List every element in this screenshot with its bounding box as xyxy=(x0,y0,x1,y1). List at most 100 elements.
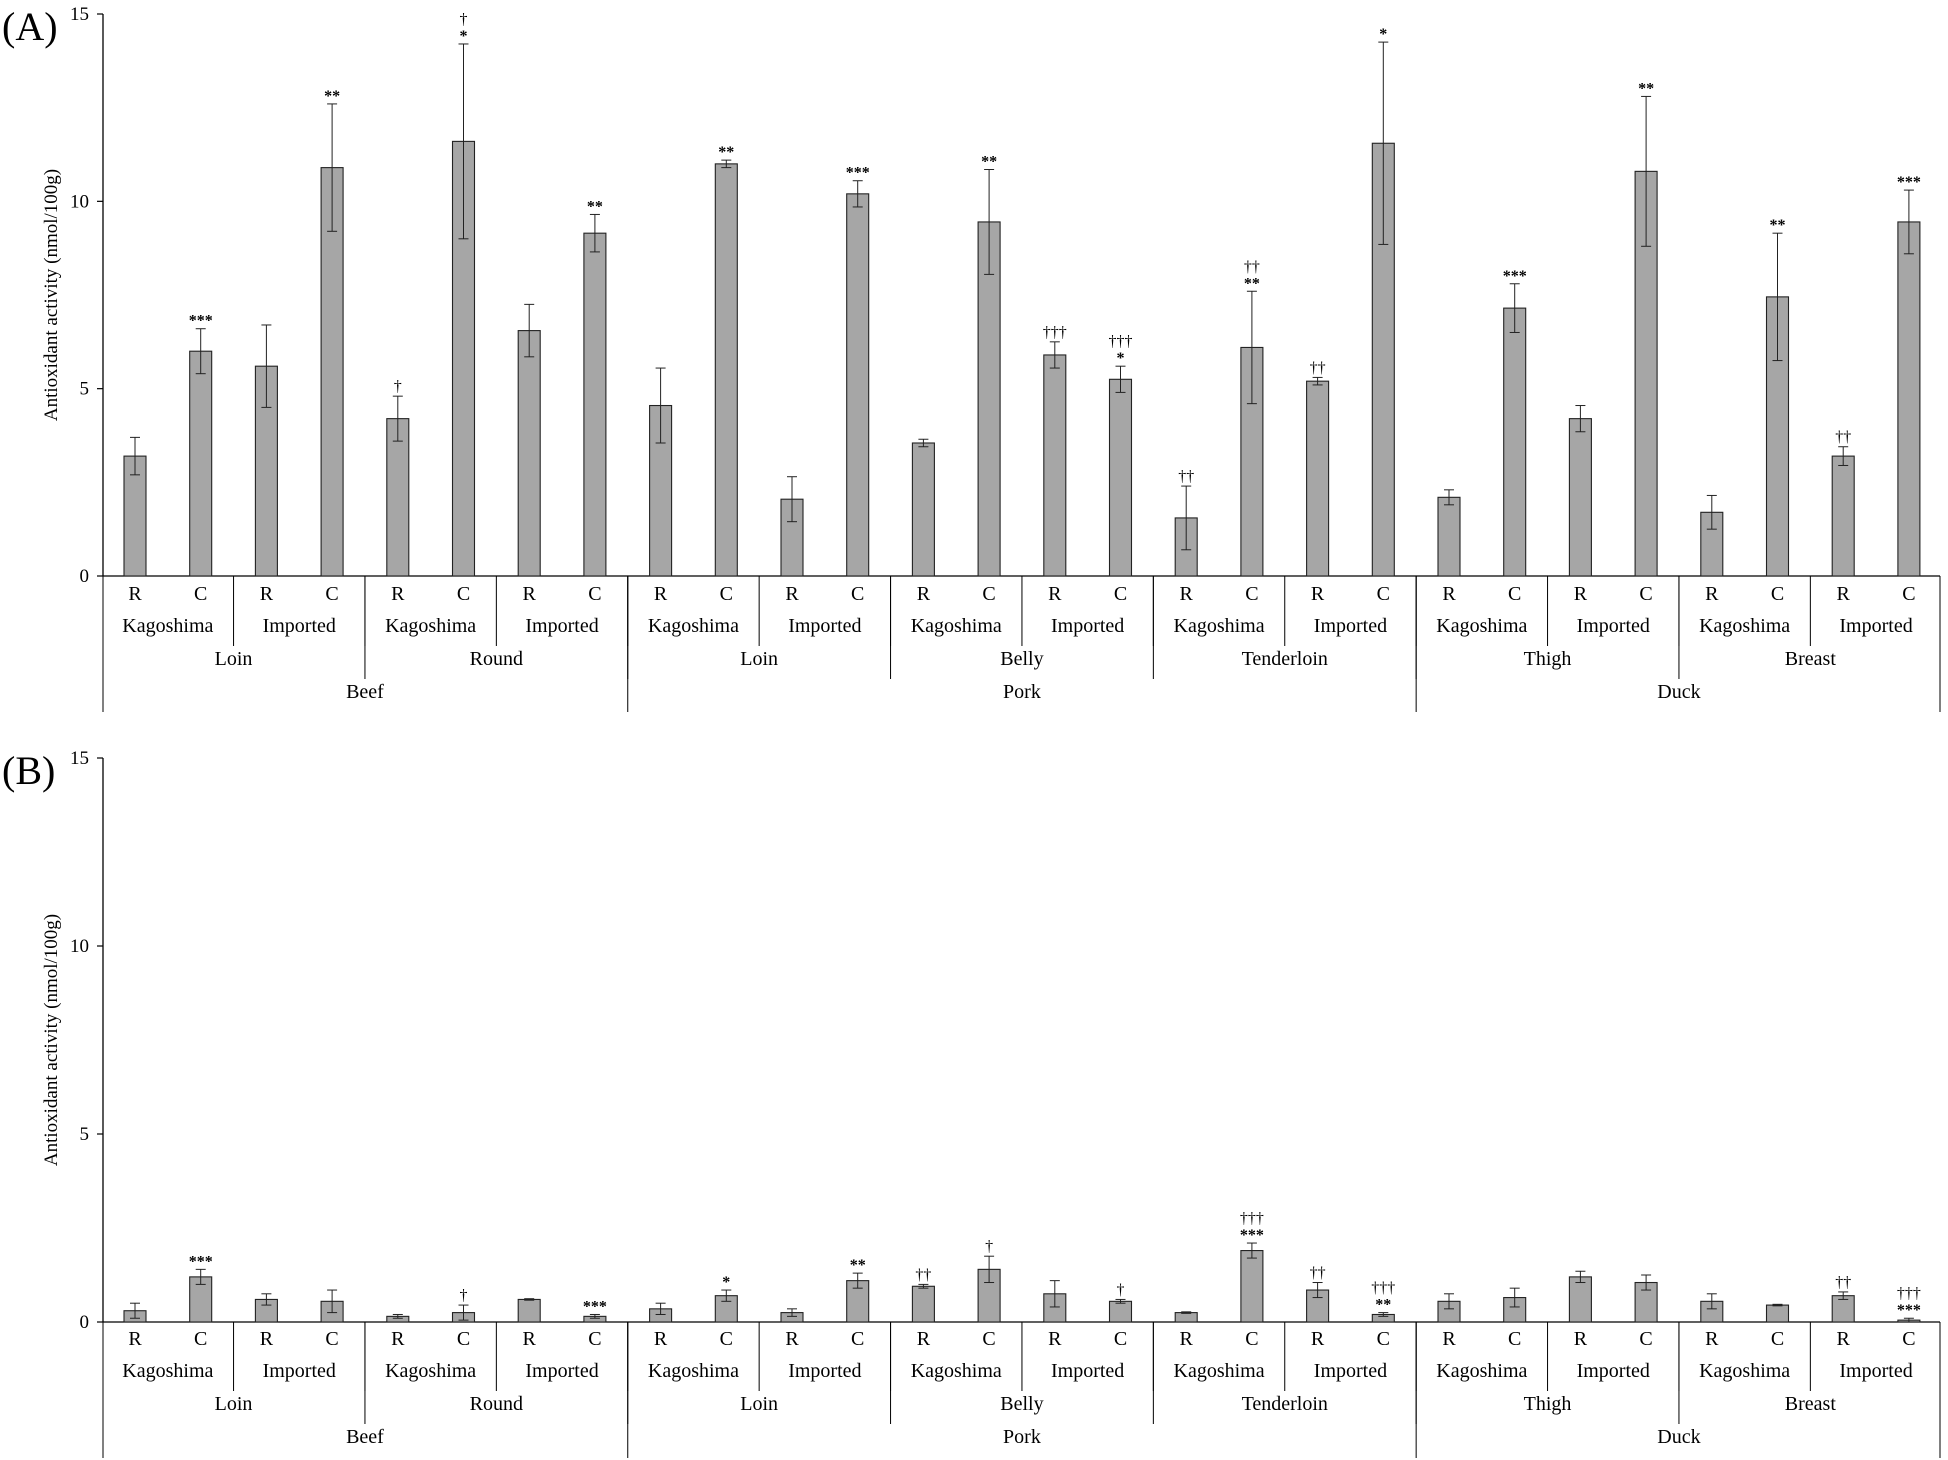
significance-mark: *** xyxy=(189,1253,213,1270)
bar xyxy=(517,1298,541,1323)
x-tick-label-treatment: R xyxy=(785,1328,799,1350)
x-tick-label-origin: Imported xyxy=(263,615,336,637)
x-tick-label-origin: Kagoshima xyxy=(648,615,739,637)
x-tick-label-treatment: C xyxy=(1114,1328,1127,1350)
x-tick-label-treatment: C xyxy=(588,1328,601,1350)
x-tick-label-treatment: C xyxy=(1771,1328,1784,1350)
bar xyxy=(1831,455,1855,577)
x-tick-label-treatment: R xyxy=(523,1328,537,1350)
bar xyxy=(1568,418,1592,577)
x-tick-label-treatment: R xyxy=(785,583,799,605)
significance-mark: ** xyxy=(324,88,340,105)
x-tick-label-treatment: C xyxy=(982,583,995,605)
x-tick-label-treatment: C xyxy=(588,583,601,605)
x-tick-label-origin: Imported xyxy=(1577,1360,1650,1382)
bar xyxy=(1897,221,1921,577)
x-tick-label-treatment: R xyxy=(260,583,274,605)
bar xyxy=(1043,354,1067,577)
panel-label: (B) xyxy=(2,748,55,793)
x-tick-label-treatment: R xyxy=(1705,583,1719,605)
significance-mark: *** xyxy=(1897,174,1921,191)
dagger-mark: ††† xyxy=(1897,1285,1921,1302)
x-tick-label-cut: Thigh xyxy=(1524,1393,1572,1415)
x-tick-label-cut: Thigh xyxy=(1524,648,1572,670)
x-tick-label-treatment: R xyxy=(391,583,405,605)
x-tick-label-treatment: R xyxy=(128,1328,142,1350)
y-tick-label: 10 xyxy=(70,936,89,957)
x-tick-label-cut: Loin xyxy=(215,648,253,670)
bar xyxy=(1174,1312,1198,1323)
bar xyxy=(1437,496,1461,577)
dagger-mark: †† xyxy=(1310,1265,1326,1282)
x-tick-label-origin: Kagoshima xyxy=(1436,615,1527,637)
x-tick-label-origin: Kagoshima xyxy=(385,1360,476,1382)
x-tick-label-treatment: C xyxy=(1508,583,1521,605)
bar xyxy=(1765,1304,1790,1323)
x-tick-label-cut: Loin xyxy=(740,648,778,670)
x-tick-label-treatment: C xyxy=(1245,1328,1258,1350)
x-tick-label-meat: Beef xyxy=(346,1426,384,1448)
significance-mark: *** xyxy=(846,165,870,182)
x-tick-label-treatment: R xyxy=(1705,1328,1719,1350)
y-tick-label: 15 xyxy=(70,748,89,769)
x-tick-label-origin: Kagoshima xyxy=(1699,1360,1790,1382)
x-tick-label-treatment: R xyxy=(654,583,668,605)
x-tick-label-origin: Imported xyxy=(1314,615,1387,637)
x-tick-label-treatment: R xyxy=(1442,583,1456,605)
x-tick-label-treatment: R xyxy=(917,583,931,605)
bar xyxy=(517,330,541,577)
x-tick-label-origin: Imported xyxy=(525,1360,598,1382)
x-tick-label-treatment: C xyxy=(325,1328,338,1350)
bar xyxy=(1108,378,1133,577)
dagger-mark: ††† xyxy=(1109,333,1133,350)
y-tick-label: 0 xyxy=(80,1312,90,1333)
x-tick-label-treatment: R xyxy=(1311,1328,1325,1350)
x-tick-label-treatment: R xyxy=(391,1328,405,1350)
significance-mark: * xyxy=(722,1274,730,1291)
bar xyxy=(911,442,935,577)
x-tick-label-treatment: C xyxy=(1245,583,1258,605)
x-tick-label-treatment: R xyxy=(1442,1328,1456,1350)
x-tick-label-treatment: C xyxy=(1902,1328,1915,1350)
bar xyxy=(1306,380,1330,577)
x-tick-label-treatment: C xyxy=(1508,1328,1521,1350)
bar xyxy=(1503,307,1527,577)
x-tick-label-meat: Pork xyxy=(1003,681,1041,703)
x-tick-label-origin: Kagoshima xyxy=(911,1360,1002,1382)
y-tick-label: 10 xyxy=(70,191,89,212)
x-tick-label-treatment: R xyxy=(260,1328,274,1350)
dagger-mark: † xyxy=(460,11,468,28)
significance-mark: ** xyxy=(981,153,997,170)
x-tick-label-meat: Beef xyxy=(346,681,384,703)
x-tick-label-treatment: C xyxy=(720,583,733,605)
x-tick-label-treatment: R xyxy=(523,583,537,605)
x-tick-label-treatment: C xyxy=(1114,583,1127,605)
x-tick-label-cut: Tenderloin xyxy=(1242,648,1328,670)
x-tick-label-origin: Kagoshima xyxy=(648,1360,739,1382)
y-tick-label: 5 xyxy=(80,1124,90,1145)
significance-mark: ** xyxy=(1375,1297,1391,1314)
significance-mark: ** xyxy=(850,1257,866,1274)
x-tick-label-treatment: C xyxy=(851,1328,864,1350)
x-tick-label-treatment: C xyxy=(325,583,338,605)
x-tick-label-origin: Kagoshima xyxy=(1174,615,1265,637)
dagger-mark: ††† xyxy=(1240,1210,1264,1227)
significance-mark: ** xyxy=(587,198,603,215)
x-tick-label-treatment: R xyxy=(1837,1328,1851,1350)
x-tick-label-treatment: R xyxy=(654,1328,668,1350)
dagger-mark: †† xyxy=(1835,429,1851,446)
significance-mark: *** xyxy=(583,1298,607,1315)
bar xyxy=(911,1285,935,1323)
y-tick-label: 15 xyxy=(70,4,89,25)
x-tick-label-origin: Imported xyxy=(1314,1360,1387,1382)
x-tick-label-origin: Imported xyxy=(788,1360,861,1382)
x-tick-label-origin: Imported xyxy=(263,1360,336,1382)
x-tick-label-origin: Imported xyxy=(788,615,861,637)
y-axis-label: Antioxidant activity (nmol/100g) xyxy=(41,914,62,1166)
dagger-mark: †† xyxy=(1835,1274,1851,1291)
significance-mark: *** xyxy=(1503,268,1527,285)
significance-mark: ** xyxy=(1770,217,1786,234)
bar xyxy=(714,163,738,577)
x-tick-label-origin: Imported xyxy=(525,615,598,637)
dagger-mark: ††† xyxy=(1043,324,1067,341)
